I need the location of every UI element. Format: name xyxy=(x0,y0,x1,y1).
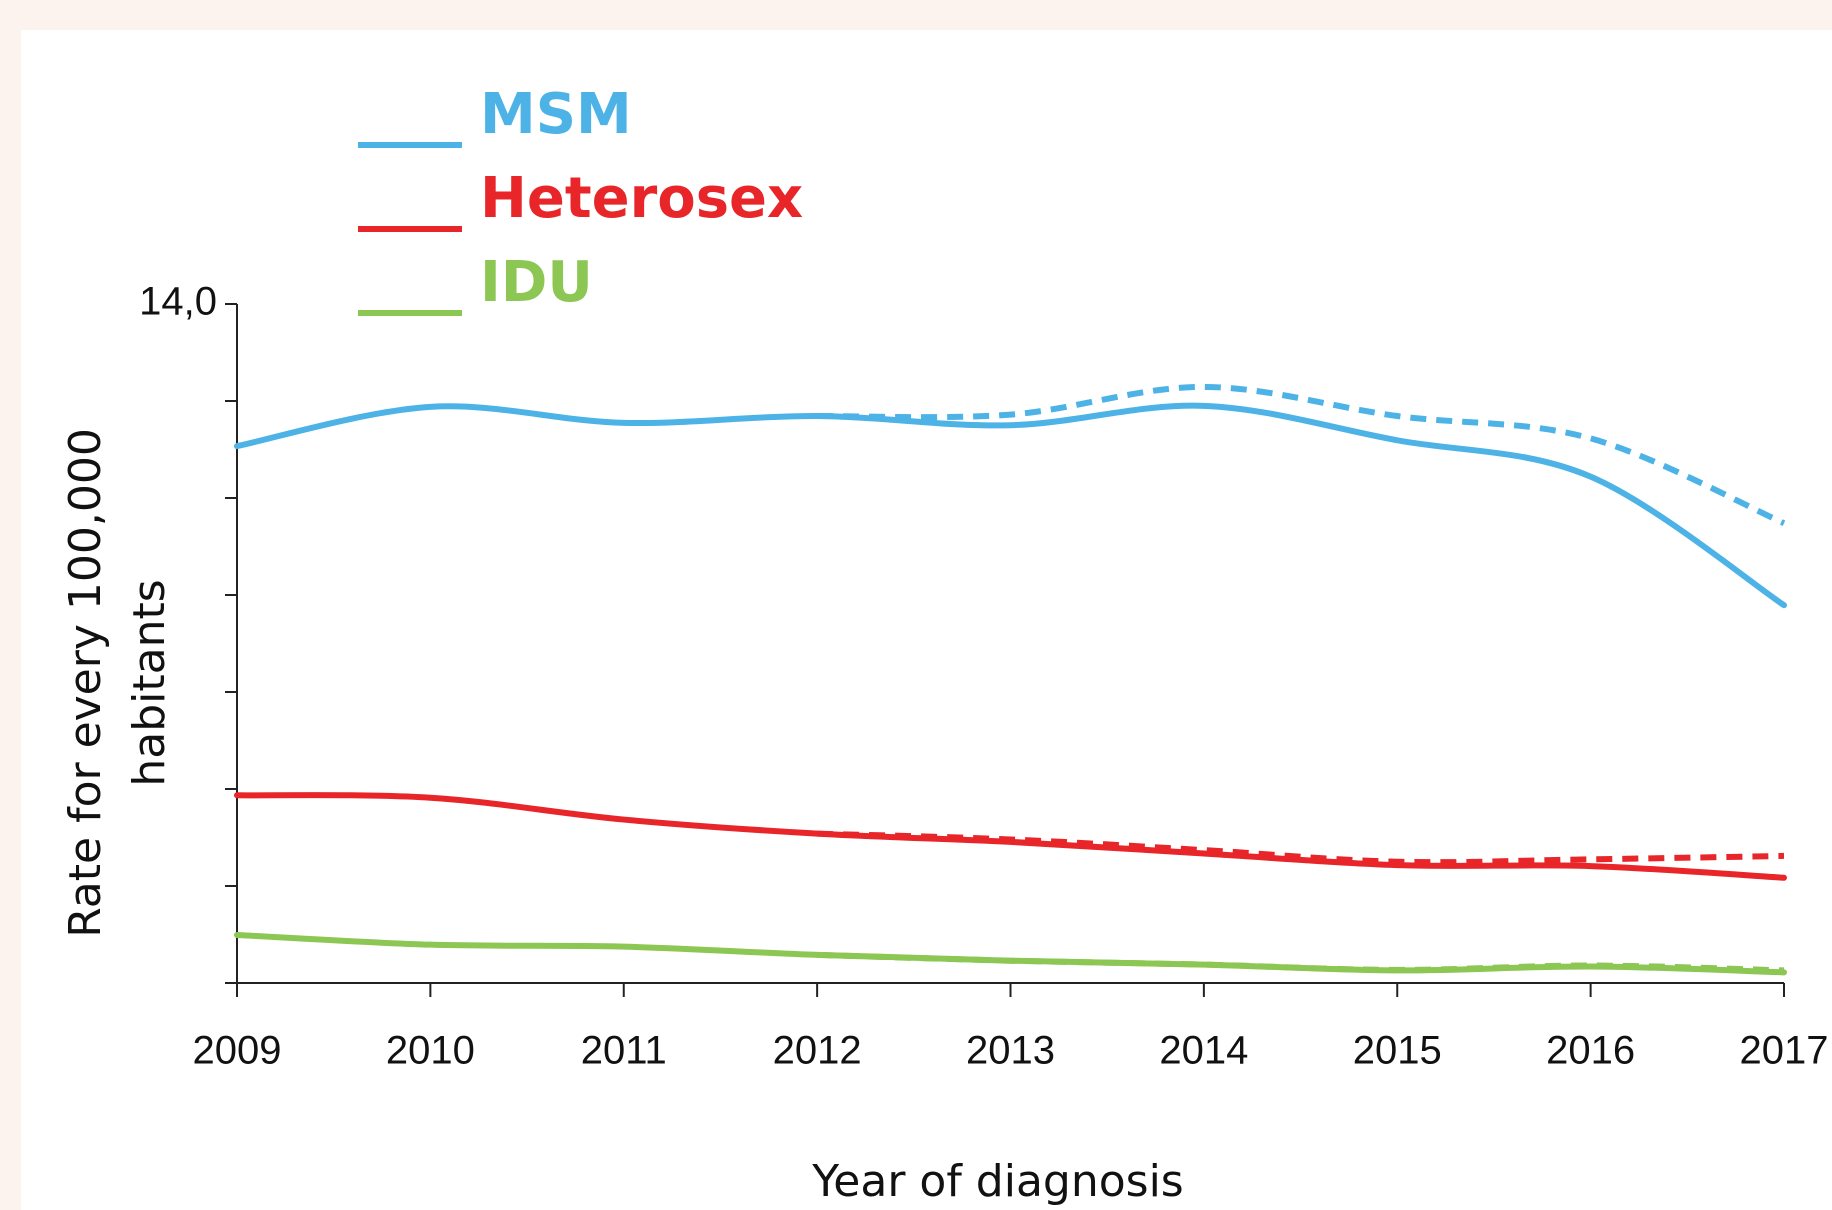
panel xyxy=(21,30,1832,1210)
legend-label: IDU xyxy=(480,250,593,315)
x-tick-label: 2011 xyxy=(581,1029,667,1073)
y-axis-title: habitants xyxy=(124,579,175,786)
y-axis-title: Rate for every 100,000 xyxy=(60,428,111,938)
dashed-line xyxy=(817,383,1786,526)
x-axis-title: Year of diagnosis xyxy=(811,1156,1183,1207)
line xyxy=(234,402,1787,609)
x-tick-label: 2016 xyxy=(1546,1029,1635,1073)
x-tick-label: 2009 xyxy=(193,1029,282,1073)
dashed-line xyxy=(817,951,1785,974)
legend-label: MSM xyxy=(480,82,632,147)
dashed-line xyxy=(817,830,1785,866)
y-tick-label: 14,0 xyxy=(139,280,217,324)
x-tick-label: 2010 xyxy=(386,1029,475,1073)
legend-label: Heterosex xyxy=(480,166,803,231)
x-tick-label: 2017 xyxy=(1740,1029,1829,1073)
x-tick-label: 2012 xyxy=(773,1029,862,1073)
x-tick-label: 2013 xyxy=(966,1029,1055,1073)
x-tick-label: 2014 xyxy=(1159,1029,1248,1073)
x-tick-label: 2015 xyxy=(1353,1029,1442,1073)
